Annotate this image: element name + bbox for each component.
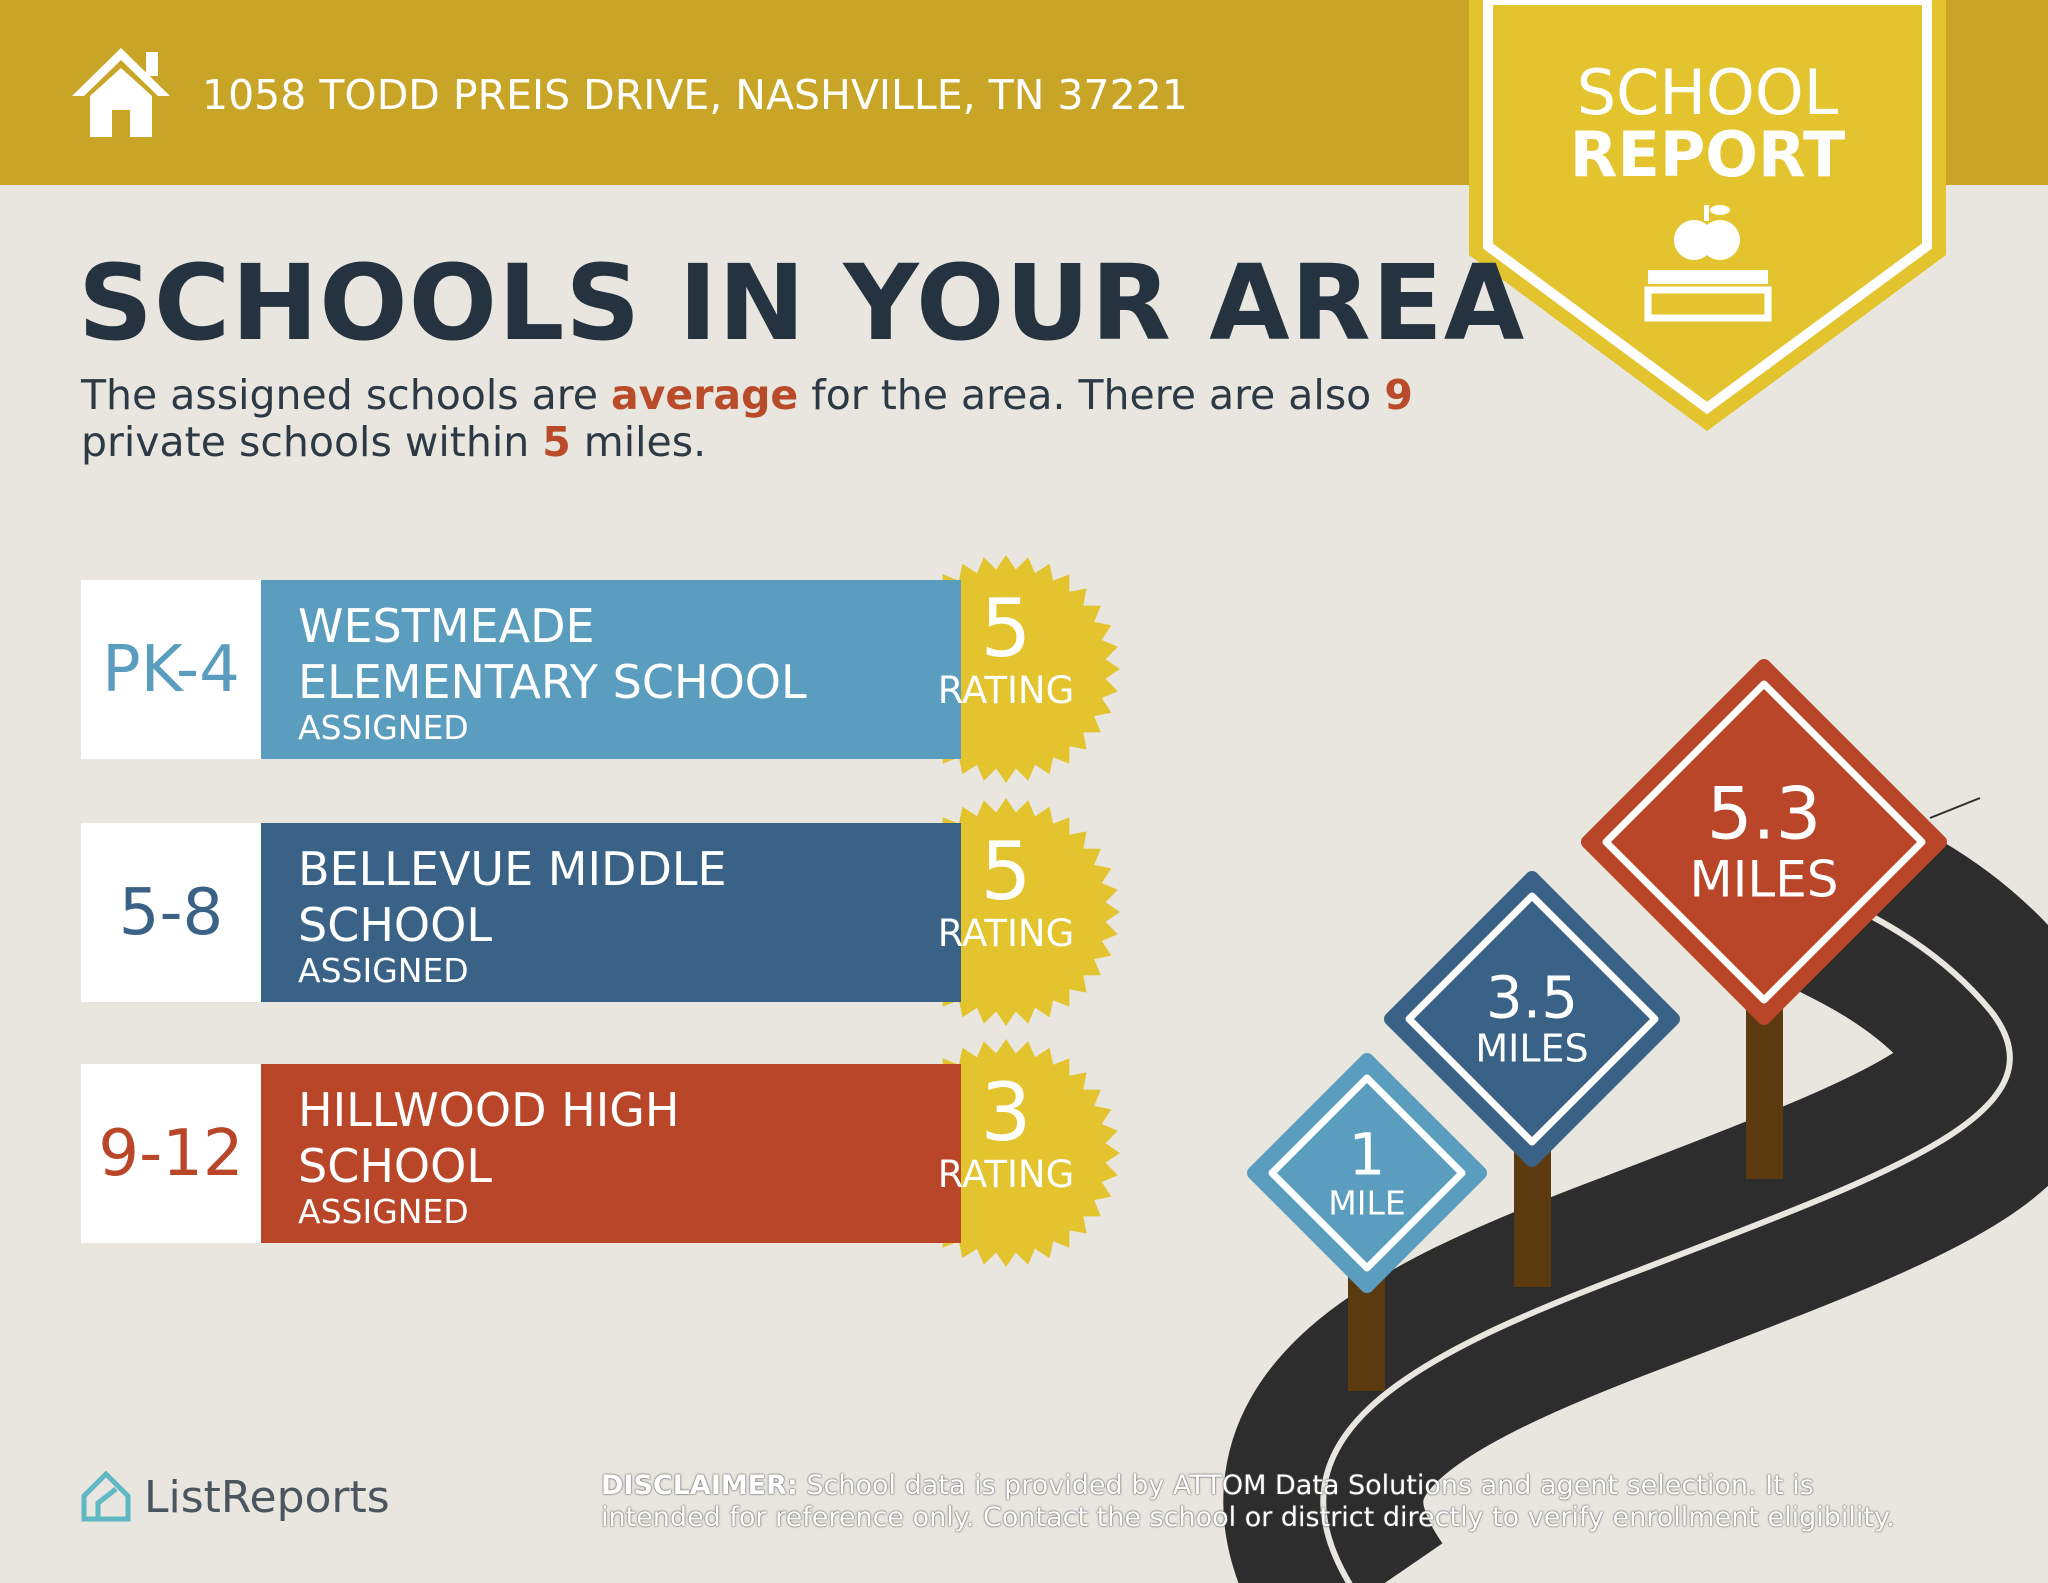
school-bar: HILLWOOD HIGH SCHOOL ASSIGNED	[261, 1064, 961, 1243]
sign-distance: 3.5	[1485, 963, 1579, 1032]
sign-diamond	[1581, 659, 1947, 1025]
badge-line2: REPORT	[1569, 118, 1846, 191]
rating-label: RATING	[937, 1153, 1075, 1196]
sign-text: 5.3 MILES	[1689, 771, 1839, 909]
radius: 5	[542, 418, 571, 466]
disclaimer-label: DISCLAIMER:	[601, 1470, 798, 1501]
seal-text: 3 RATING	[891, 1071, 1121, 1195]
logo: ListReports	[144, 1472, 390, 1523]
grade-range: 5-8	[81, 823, 261, 1002]
sign-border	[1602, 680, 1926, 1004]
listreports-icon	[81, 1470, 131, 1522]
school-status: ASSIGNED	[298, 708, 469, 747]
badge-outline	[1483, 0, 1932, 415]
seal-text: 5 RATING	[891, 830, 1121, 954]
address: 1058 TODD PREIS DRIVE, NASHVILLE, TN 372…	[202, 71, 1188, 119]
school-bar: BELLEVUE MIDDLE SCHOOL ASSIGNED	[261, 823, 961, 1002]
disclaimer: DISCLAIMER: School data is provided by A…	[601, 1470, 1941, 1534]
sign-diamond	[1384, 871, 1680, 1167]
school-bar: WESTMEADE ELEMENTARY SCHOOL ASSIGNED	[261, 580, 961, 759]
grade-range: PK-4	[81, 580, 261, 759]
road	[1223, 810, 2048, 1583]
rating-label: RATING	[937, 912, 1075, 955]
sign-unit: MILE	[1328, 1183, 1406, 1223]
rating-value: 3	[980, 1066, 1032, 1159]
grade-range: 9-12	[81, 1064, 261, 1243]
sign-border	[1405, 892, 1659, 1146]
sign-border	[1268, 1074, 1466, 1272]
rating-label: RATING	[937, 669, 1075, 712]
school-name: HILLWOOD HIGH SCHOOL	[298, 1083, 680, 1193]
school-name: BELLEVUE MIDDLE SCHOOL	[298, 842, 727, 952]
private-count: 9	[1384, 371, 1413, 419]
sign-distance: 5.3	[1706, 771, 1822, 856]
rating-value: 5	[980, 825, 1032, 918]
sign-unit: MILES	[1475, 1026, 1589, 1071]
wire	[1929, 797, 1981, 819]
summary-quality: average	[611, 371, 799, 419]
sign-diamond	[1247, 1053, 1487, 1293]
summary-text: for the area. There are also	[798, 371, 1385, 419]
apple-book-icon	[1644, 205, 1772, 322]
sign-unit: MILES	[1689, 850, 1839, 909]
disclaimer-text: School data is provided by ATTOM Data So…	[601, 1470, 1895, 1533]
school-name: WESTMEADE ELEMENTARY SCHOOL	[298, 599, 807, 709]
summary-text: private schools within	[81, 418, 543, 466]
title: SCHOOLS IN YOUR AREA	[78, 242, 1526, 364]
sign-text: 3.5 MILES	[1475, 963, 1589, 1071]
school-status: ASSIGNED	[298, 1192, 469, 1231]
rating-value: 5	[980, 582, 1032, 675]
home-icon	[72, 48, 170, 137]
summary-text: The assigned schools are	[81, 371, 611, 419]
seal-text: 5 RATING	[891, 587, 1121, 711]
sign-text: 1 MILE	[1328, 1124, 1405, 1221]
summary-text: miles.	[570, 418, 707, 466]
school-status: ASSIGNED	[298, 951, 469, 990]
summary: The assigned schools are average for the…	[81, 372, 1431, 466]
sign-distance: 1	[1348, 1120, 1386, 1189]
badge-line1: SCHOOL	[1576, 56, 1839, 129]
